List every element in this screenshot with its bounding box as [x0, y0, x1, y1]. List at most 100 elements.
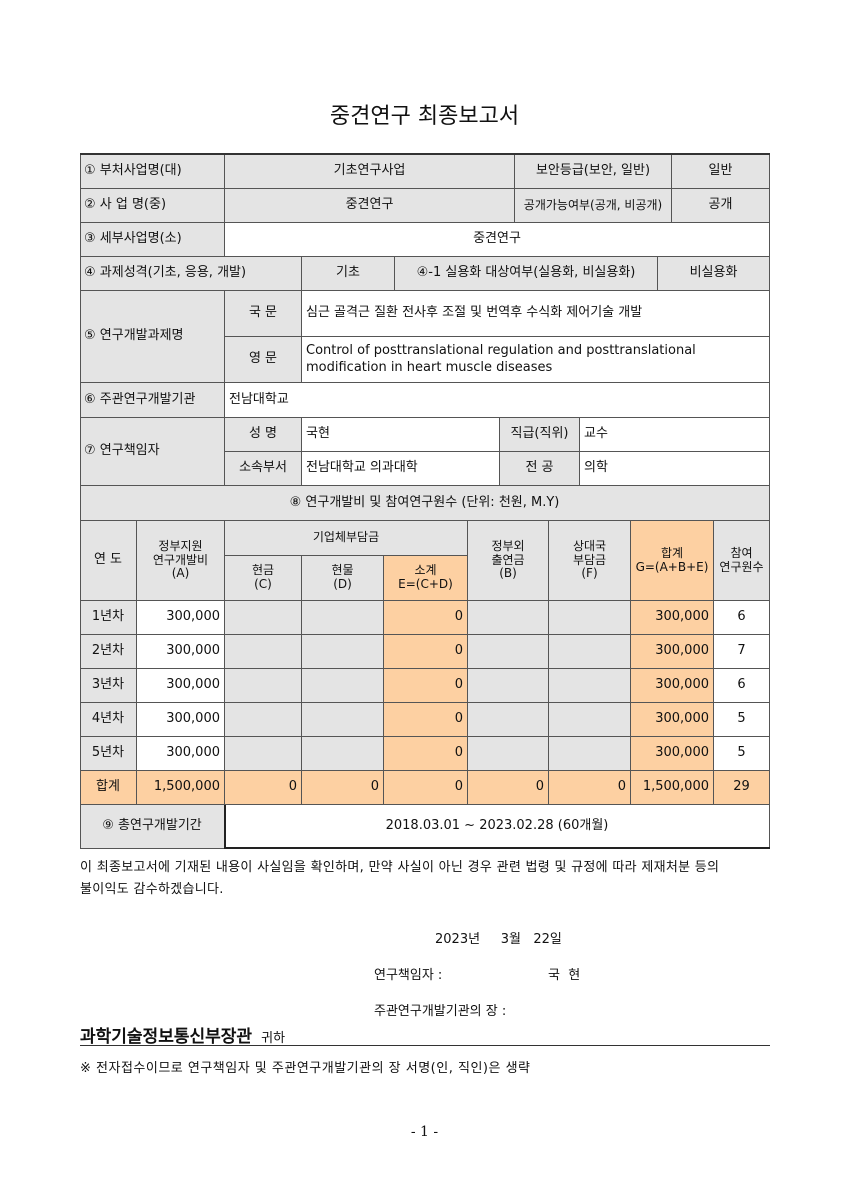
sub-program-value: 중견연구	[225, 223, 770, 257]
year-row-5-gov-text: 300,000	[166, 745, 220, 761]
sum-row-partner: 0	[549, 771, 631, 805]
host-institution-label-text: ⑥ 주관연구개발기관	[84, 391, 196, 407]
document-title: 중견연구 최종보고서	[329, 104, 520, 129]
header-partner-text: 상대국 부담금 (F)	[572, 538, 607, 581]
header-subtotal-text: 소계 E=(C+D)	[398, 563, 453, 591]
year-row-4-year-text: 4년차	[91, 711, 125, 727]
year-row-4-total-text: 300,000	[655, 711, 709, 727]
year-row-2-gov: 300,000	[137, 635, 225, 669]
year-row-4-nongov	[468, 703, 549, 737]
header-nongov: 정부외 출연금 (B)	[468, 521, 549, 601]
year-row-1-sub: 0	[384, 601, 468, 635]
disclosure-value-text: 공개	[708, 197, 733, 213]
year-row-3-sub-text: 0	[454, 677, 463, 693]
sum-row-year: 합계	[80, 771, 137, 805]
header-partner: 상대국 부담금 (F)	[549, 521, 631, 601]
korean-title-label: 국 문	[225, 291, 302, 337]
year-row-5-sub-text: 0	[454, 745, 463, 761]
page-number: - 1 -	[410, 1124, 439, 1140]
header-kind: 현물 (D)	[302, 556, 384, 601]
project-title-label-text: ⑤ 연구개발과제명	[84, 328, 184, 344]
year-row-3-total-text: 300,000	[655, 677, 709, 693]
sum-row-kind: 0	[302, 771, 384, 805]
commercialization-label-text: ④-1 실용화 대상여부(실용화, 비실용화)	[416, 265, 636, 281]
year-row-2-total: 300,000	[631, 635, 714, 669]
sub-program-value-text: 중견연구	[473, 231, 521, 247]
program-name-value-text: 중견연구	[345, 197, 394, 213]
year-row-3-total: 300,000	[631, 669, 714, 703]
pi-rank-label: 직급(직위)	[500, 418, 580, 452]
host-institution-label: ⑥ 주관연구개발기관	[80, 383, 225, 418]
year-row-2-year: 2년차	[80, 635, 137, 669]
table-left-border	[80, 155, 81, 849]
korean-title-label-text: 국 문	[248, 305, 278, 321]
year-row-3-nongov	[468, 669, 549, 703]
recipient-divider	[80, 1045, 770, 1046]
year-row-3-year: 3년차	[80, 669, 137, 703]
header-staff-text: 참여 연구원수	[719, 545, 764, 574]
year-row-2-kind	[302, 635, 384, 669]
recipient-suffix: 귀하	[261, 1031, 286, 1046]
year-row-3-partner	[549, 669, 631, 703]
korean-title-value-text: 심근 골격근 질환 전사후 조절 및 번역후 수식화 제어기술 개발	[306, 305, 643, 321]
year-row-1-year-text: 1년차	[91, 609, 125, 625]
english-title-label: 영 문	[225, 337, 302, 383]
budget-section-title-text: ⑧ 연구개발비 및 참여연구원수 (단위: 천원, M.Y)	[289, 494, 560, 510]
header-cash-text: 현금 (C)	[251, 563, 275, 591]
year-row-4-gov: 300,000	[137, 703, 225, 737]
header-cash: 현금 (C)	[225, 556, 302, 601]
pi-rank-label-text: 직급(직위)	[510, 426, 569, 442]
year-row-2-nongov	[468, 635, 549, 669]
sum-row-cash: 0	[225, 771, 302, 805]
period-value: 2018.03.01 ~ 2023.02.28 (60개월)	[225, 805, 770, 849]
header-gov-text: 정부지원 연구개발비 (A)	[152, 538, 209, 581]
year-row-1-cash	[225, 601, 302, 635]
header-corp-text: 기업체부담금	[312, 530, 380, 545]
ministry-program-label: ① 부처사업명(대)	[80, 155, 225, 189]
year-row-4-partner	[549, 703, 631, 737]
pi-major-label-text: 전 공	[525, 460, 554, 476]
sum-row-total-text: 1,500,000	[642, 779, 709, 795]
institution-head-label: 주관연구개발기관의 장 :	[374, 1004, 507, 1019]
header-kind-text: 현물 (D)	[331, 563, 354, 591]
disclosure-label: 공개가능여부(공개, 비공개)	[515, 189, 672, 223]
period-bottom-border	[225, 847, 770, 849]
date: 2023년 3월 22일	[435, 932, 562, 947]
security-level-value: 일반	[672, 155, 770, 189]
ministry-program-label-text: ① 부처사업명(대)	[84, 163, 182, 179]
sum-row-cash-text: 0	[288, 779, 297, 795]
sum-row-nongov: 0	[468, 771, 549, 805]
sum-row-total: 1,500,000	[631, 771, 714, 805]
program-name-label-text: ② 사 업 명(중)	[84, 197, 167, 213]
security-level-label-text: 보안등급(보안, 일반)	[535, 163, 651, 179]
header-total: 합계 G=(A+B+E)	[631, 521, 714, 601]
year-row-2-sub: 0	[384, 635, 468, 669]
pi-dept-value: 전남대학교 의과대학	[302, 452, 500, 486]
year-row-4-total: 300,000	[631, 703, 714, 737]
year-row-4-year: 4년차	[80, 703, 137, 737]
header-year: 연 도	[80, 521, 137, 601]
pi-dept-label-text: 소속부서	[239, 460, 287, 476]
english-title-label-text: 영 문	[248, 351, 278, 367]
year-row-3-cash	[225, 669, 302, 703]
host-institution-value-text: 전남대학교	[229, 391, 289, 407]
principal-investigator-label-text: ⑦ 연구책임자	[84, 443, 160, 459]
program-name-value: 중견연구	[225, 189, 515, 223]
year-row-3-staff: 6	[714, 669, 770, 703]
sum-row-sub: 0	[384, 771, 468, 805]
year-row-2-total-text: 300,000	[655, 643, 709, 659]
period-value-text: 2018.03.01 ~ 2023.02.28 (60개월)	[385, 818, 609, 834]
year-row-1-sub-text: 0	[454, 609, 463, 625]
year-row-2-sub-text: 0	[454, 643, 463, 659]
project-type-value: 기초	[302, 257, 395, 291]
project-title-label: ⑤ 연구개발과제명	[80, 291, 225, 383]
year-row-4-kind	[302, 703, 384, 737]
header-year-text: 연 도	[93, 552, 123, 568]
header-total-text: 합계 G=(A+B+E)	[635, 545, 709, 574]
year-row-1-total: 300,000	[631, 601, 714, 635]
english-title-value-text: Control of posttranslational regulation …	[306, 343, 696, 375]
year-row-5-cash	[225, 737, 302, 771]
year-row-1-partner	[549, 601, 631, 635]
signer-label: 연구책임자 :	[374, 968, 443, 983]
